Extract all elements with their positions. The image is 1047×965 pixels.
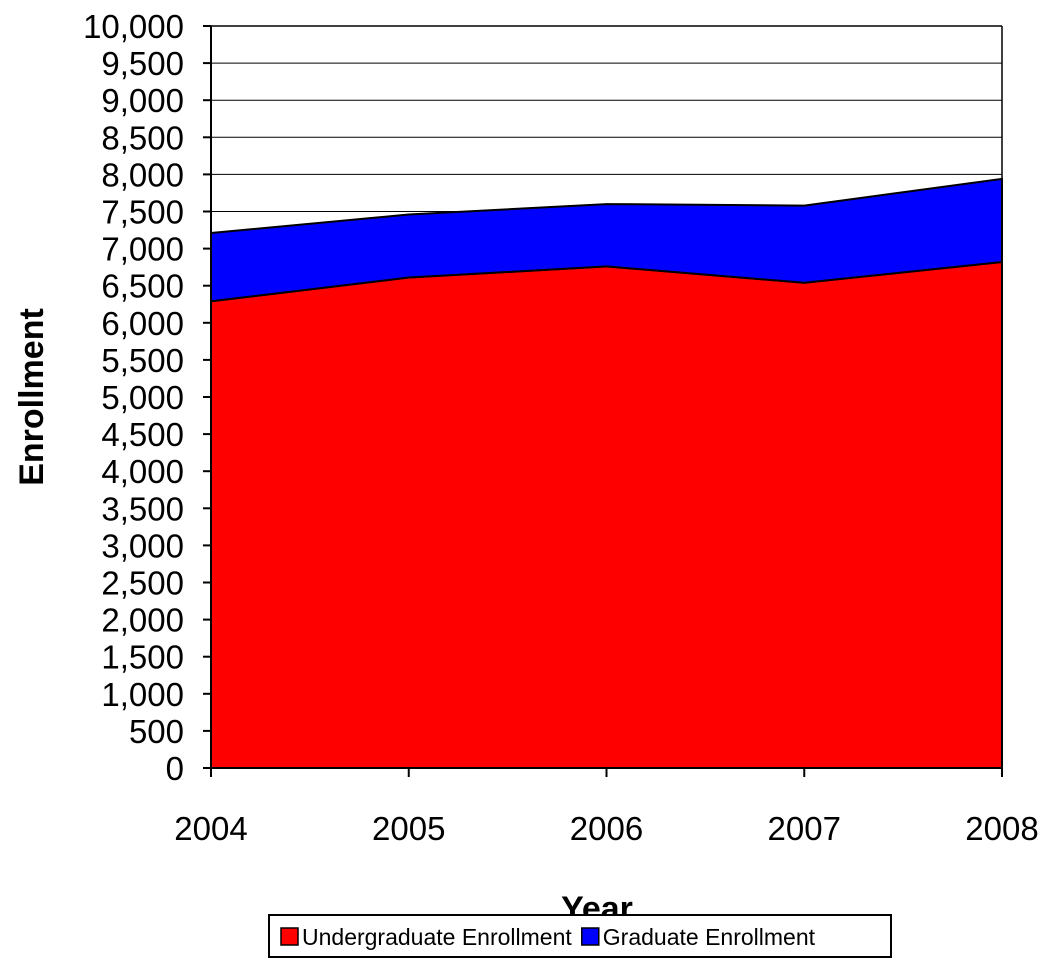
legend-label-graduate-enrollment: Graduate Enrollment <box>603 924 816 950</box>
y-tick-label: 9,500 <box>101 45 184 82</box>
y-tick-label: 5,000 <box>101 379 184 416</box>
x-tick-label: 2004 <box>174 810 247 847</box>
y-tick-label: 6,500 <box>101 268 184 305</box>
x-tick-label: 2006 <box>570 810 643 847</box>
x-tick-label: 2007 <box>768 810 841 847</box>
area-undergraduate-enrollment <box>210 260 1003 769</box>
x-axis-ticks: 2004 2005 2006 2007 2008 <box>174 768 1039 847</box>
x-tick-label: 2005 <box>372 810 445 847</box>
x-tick-label: 2008 <box>965 810 1038 847</box>
area-series-layer <box>210 177 1003 769</box>
y-tick-label: 4,000 <box>101 453 184 490</box>
y-tick-label: 3,000 <box>101 527 184 564</box>
y-tick-label: 7,500 <box>101 194 184 231</box>
y-tick-label: 4,500 <box>101 416 184 453</box>
y-tick-label: 1,000 <box>101 676 184 713</box>
legend-swatch-graduate-enrollment <box>581 927 600 946</box>
y-tick-label: 2,000 <box>101 602 184 639</box>
y-tick-label: 8,500 <box>101 119 184 156</box>
y-tick-label: 7,000 <box>101 231 184 268</box>
legend-box <box>268 914 892 958</box>
legend: Undergraduate Enrollment Graduate Enrollm… <box>268 914 892 958</box>
y-tick-label: 10,000 <box>83 8 184 45</box>
y-tick-label: 9,000 <box>101 82 184 119</box>
legend-label-undergraduate-enrollment: Undergraduate Enrollment <box>302 924 572 950</box>
y-axis-title: Enrollment <box>13 308 51 486</box>
y-tick-label: 1,500 <box>101 639 184 676</box>
y-tick-label: 8,000 <box>101 156 184 193</box>
y-tick-label: 6,000 <box>101 305 184 342</box>
y-tick-label: 5,500 <box>101 342 184 379</box>
y-tick-label: 500 <box>129 713 184 750</box>
y-tick-label: 0 <box>166 750 184 787</box>
legend-swatch-undergraduate-enrollment <box>280 927 299 946</box>
y-tick-label: 2,500 <box>101 565 184 602</box>
y-axis-ticks: 05001,0001,5002,0002,5003,0003,5004,0004… <box>83 8 211 787</box>
y-tick-label: 3,500 <box>101 490 184 527</box>
